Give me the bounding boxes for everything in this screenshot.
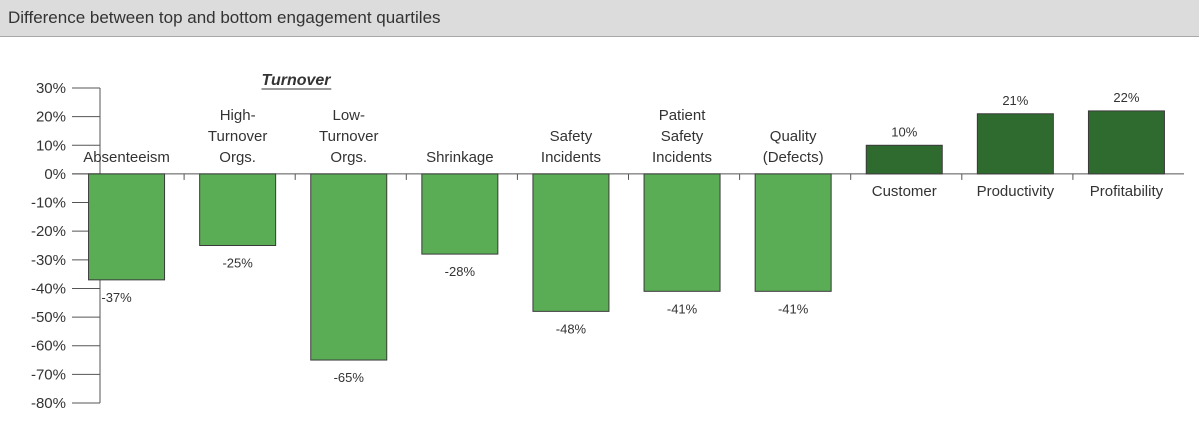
category-label: Low- Turnover Orgs. [319,107,378,166]
y-tick-label: 20% [36,109,66,126]
labels: -37% Absenteeism -25% High- Turnover Orgs. -65… [83,88,1164,385]
value-label: -37% [101,290,132,305]
category-label-line: Customer [872,183,937,200]
bar [865,144,943,175]
bar [643,173,721,292]
category-label-line: Orgs. [219,149,256,166]
category-label: Quality (Defects) [763,128,824,166]
value-label: -41% [778,301,809,316]
category-label-line: Patient [659,107,707,124]
bar [1087,110,1165,175]
category-label: Customer [872,183,937,200]
category-label: Shrinkage [426,149,494,166]
y-tick-label: -30% [31,252,66,269]
category-label: Productivity [977,183,1055,200]
category-label-line: High- [220,107,256,124]
category-label-line: Absenteeism [83,149,170,166]
bar [421,173,499,255]
y-tick-label: 10% [36,137,66,154]
category-label: Safety Incidents [541,128,601,166]
category-label-line: Safety [550,128,593,145]
bar [199,173,277,246]
value-label: -28% [445,264,476,279]
category-label: High- Turnover Orgs. [208,107,267,166]
category-label-line: Incidents [652,149,712,166]
bar [88,173,166,281]
value-label: -41% [667,301,698,316]
category-label: Patient Safety Incidents [652,107,712,166]
y-tick-label: -10% [31,195,66,212]
y-tick-label: -40% [31,280,66,297]
bar [310,173,388,361]
category-label-line: Low- [332,107,365,124]
engagement-bar-chart: 30%20%10%0%-10%-20%-30%-40%-50%-60%-70%-… [31,72,1184,412]
bars [88,110,1165,361]
group-label-turnover: Turnover [261,72,331,89]
category-label-line: Safety [661,128,704,145]
bar [754,173,832,292]
category-label-line: Shrinkage [426,149,494,166]
value-label: 10% [891,124,917,139]
category-label-line: Turnover [208,128,267,145]
y-tick-label: 30% [36,80,66,97]
category-label-line: Incidents [541,149,601,166]
category-label-line: (Defects) [763,149,824,166]
value-label: 21% [1002,93,1028,108]
category-label: Profitability [1090,183,1164,200]
chart-header: Difference between top and bottom engage… [0,0,1199,37]
value-label: -48% [556,321,587,336]
y-tick-label: -50% [31,309,66,326]
value-label: 22% [1113,90,1139,105]
y-tick-label: -70% [31,366,66,383]
category-label-line: Profitability [1090,183,1164,200]
value-label: -25% [222,256,253,271]
y-tick-label: 0% [44,166,66,183]
y-tick-label: -80% [31,395,66,412]
category-label-line: Productivity [977,183,1055,200]
chart-title: Difference between top and bottom engage… [8,8,441,27]
value-label: -65% [334,370,365,385]
category-label-line: Turnover [319,128,378,145]
bar [976,113,1054,175]
bar [532,173,610,312]
y-tick-label: -20% [31,223,66,240]
category-label-line: Quality [770,128,817,145]
y-tick-label: -60% [31,338,66,355]
category-label-line: Orgs. [330,149,367,166]
category-label: Absenteeism [83,149,170,166]
